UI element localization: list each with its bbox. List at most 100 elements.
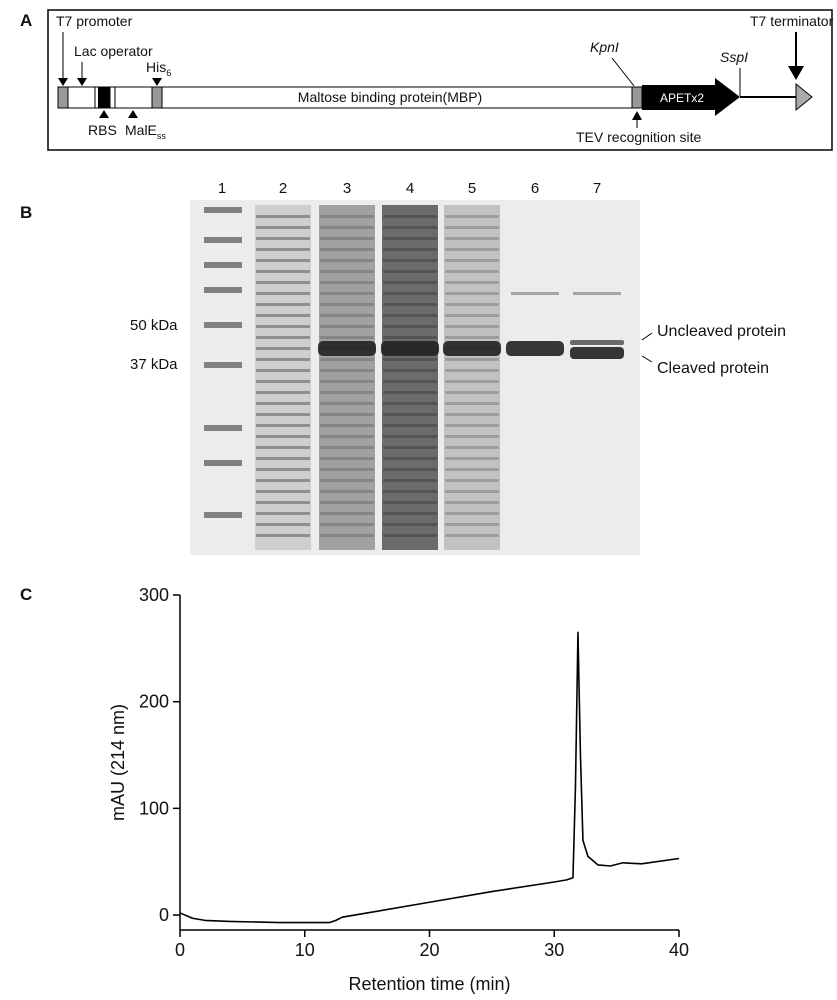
gel-band: [256, 479, 310, 482]
gel-band: [320, 501, 374, 504]
gel-band: [383, 512, 437, 515]
pointer: [641, 332, 653, 341]
lane-number: 4: [406, 180, 414, 197]
gel-band: [445, 270, 499, 273]
apetx2-label: APETx2: [660, 91, 704, 105]
gel-band: [320, 358, 374, 361]
tev-label: TEV recognition site: [576, 129, 701, 145]
gel-band: [320, 490, 374, 493]
gel-band: [256, 303, 310, 306]
gel-band: [383, 468, 437, 471]
kpni-label: KpnI: [590, 39, 619, 55]
gel-band: [383, 413, 437, 416]
gel-band: [445, 237, 499, 240]
lane: [382, 205, 438, 550]
gel-band: [383, 358, 437, 361]
gel-band: [320, 270, 374, 273]
gel-band: [256, 270, 310, 273]
gel-band: [383, 534, 437, 537]
arrowhead: [58, 78, 68, 86]
gel-band: [383, 479, 437, 482]
gel-band: [383, 215, 437, 218]
his-segment: [151, 86, 163, 109]
gel-band: [320, 248, 374, 251]
gel-band: [256, 215, 310, 218]
gel-band: [320, 424, 374, 427]
gel-band: [383, 457, 437, 460]
gel-band: [445, 402, 499, 405]
gel-band: [445, 226, 499, 229]
gel-band: [445, 446, 499, 449]
gel-band: [256, 468, 310, 471]
marker-label: 37 kDa: [130, 356, 178, 373]
panel-letter: C: [20, 585, 32, 604]
gel-band: [383, 490, 437, 493]
gel-band: [256, 402, 310, 405]
gel-band: [256, 523, 310, 526]
gel-band: [445, 303, 499, 306]
gel-band: [383, 369, 437, 372]
x-axis-title: Retention time (min): [348, 974, 510, 994]
gel-band: [256, 248, 310, 251]
protein-band: [381, 341, 439, 356]
gel-band: [256, 391, 310, 394]
gel-band: [320, 314, 374, 317]
gel-band: [320, 479, 374, 482]
gel-band: [256, 226, 310, 229]
gel-band: [320, 237, 374, 240]
uncleaved-label: Uncleaved protein: [657, 323, 786, 340]
lane-number: 3: [343, 180, 351, 197]
gel-band: [445, 336, 499, 339]
pointer: [611, 57, 635, 87]
lane: [319, 205, 375, 550]
t7-terminator-label: T7 terminator: [750, 13, 834, 29]
gel-band: [383, 303, 437, 306]
gel-band: [445, 468, 499, 471]
ladder-band: [204, 460, 242, 466]
gel-band: [320, 325, 374, 328]
gel-band: [383, 314, 437, 317]
ladder-band: [204, 512, 242, 518]
gel-band: [256, 424, 310, 427]
gel-band: [383, 226, 437, 229]
gel-band: [256, 435, 310, 438]
arrowhead: [128, 110, 138, 118]
gel-band: [256, 314, 310, 317]
gel-band: [383, 292, 437, 295]
gel-band: [445, 369, 499, 372]
gel-band: [383, 523, 437, 526]
lane-number: 7: [593, 180, 601, 197]
gel-band: [445, 391, 499, 394]
gel-band: [256, 325, 310, 328]
panel-letter: A: [20, 11, 32, 30]
gel-band: [320, 391, 374, 394]
gel-band: [445, 501, 499, 504]
gel-band: [320, 468, 374, 471]
gel-band: [320, 457, 374, 460]
gel-band: [445, 215, 499, 218]
gel-band: [383, 281, 437, 284]
gel-band: [445, 490, 499, 493]
panel-letter: B: [20, 203, 32, 222]
trace: [179, 631, 680, 924]
ladder-band: [204, 207, 242, 213]
lane-number: 1: [218, 180, 226, 197]
protein-band: [443, 341, 501, 356]
sspi-label: SspI: [720, 49, 748, 65]
gel-band: [256, 369, 310, 372]
x-tick-label: 0: [175, 940, 185, 960]
gel-band: [320, 215, 374, 218]
gel-band: [383, 501, 437, 504]
lane-number: 5: [468, 180, 476, 197]
rbs-label: RBS: [88, 122, 117, 138]
protein-band: [506, 341, 564, 356]
male-sub: ss: [157, 131, 167, 141]
gel-band: [445, 424, 499, 427]
gel-band: [445, 479, 499, 482]
gel-band: [383, 270, 437, 273]
gel-band: [445, 512, 499, 515]
arrowhead: [99, 110, 109, 118]
gel-band: [383, 446, 437, 449]
gel-band: [383, 259, 437, 262]
